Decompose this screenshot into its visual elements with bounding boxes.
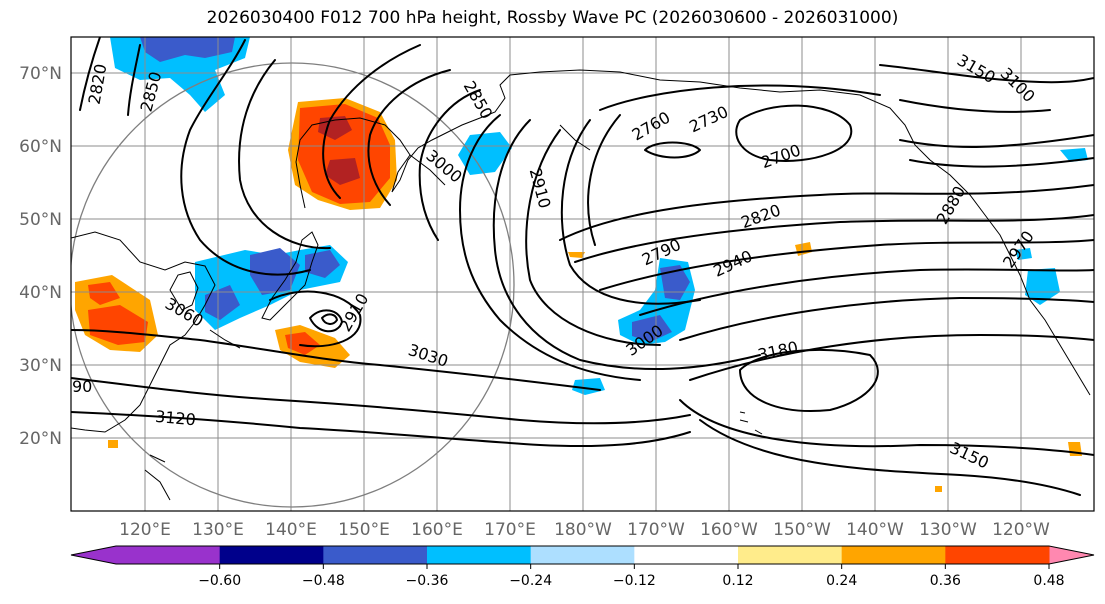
colorbar: −0.60 −0.48 −0.36 −0.24 −0.12 0.12 0.24 0.36 0.4…: [70, 545, 1095, 589]
contour-label: 90: [72, 377, 92, 396]
contour-label: 3120: [154, 407, 196, 429]
lon-label: 150°W: [773, 520, 831, 540]
graticule: [71, 37, 1094, 511]
lat-label: 40°N: [19, 283, 62, 303]
map-title: 2026030400 F012 700 hPa height, Rossby W…: [206, 8, 899, 28]
lat-label: 70°N: [19, 64, 62, 84]
lon-label: 170°W: [627, 520, 685, 540]
latitude-labels: 70°N 60°N 50°N 40°N 30°N 20°N: [19, 64, 62, 449]
lon-label: 170°E: [484, 520, 536, 540]
lon-label: 160°W: [700, 520, 758, 540]
lon-label: 130°E: [192, 520, 244, 540]
colorbar-swatch: [634, 546, 739, 564]
lon-label: 160°E: [411, 520, 463, 540]
colorbar-swatch: [841, 546, 946, 564]
colorbar-swatch: [427, 546, 532, 564]
colorbar-swatch: [530, 546, 635, 564]
longitude-labels: 120°E 130°E 140°E 150°E 160°E 170°E 180°…: [119, 520, 1050, 540]
colorbar-tick-label: −0.60: [198, 573, 241, 589]
great-circle: [71, 62, 515, 508]
map-frame: [70, 36, 1095, 512]
colorbar-swatch: [219, 546, 324, 564]
lon-label: 140°W: [846, 520, 904, 540]
colorbar-swatch: [116, 546, 221, 564]
colorbar-extend-high: [1049, 546, 1094, 564]
lon-label: 130°W: [919, 520, 977, 540]
lat-label: 20°N: [19, 429, 62, 449]
colorbar-swatch: [738, 546, 843, 564]
height-contours: [71, 37, 1094, 496]
lon-label: 140°E: [265, 520, 317, 540]
colorbar-tick-label: −0.48: [302, 573, 345, 589]
lon-label: 150°E: [338, 520, 390, 540]
lat-label: 50°N: [19, 210, 62, 230]
colorbar-extend-low: [71, 546, 116, 564]
colorbar-tick-label: −0.24: [509, 573, 552, 589]
lon-label: 120°E: [119, 520, 171, 540]
colorbar-outline: [70, 545, 1095, 565]
lon-label: 180°W: [554, 520, 612, 540]
colorbar-tick-label: 0.24: [826, 573, 857, 589]
colorbar-swatch: [323, 546, 428, 564]
colorbar-swatch: [945, 546, 1050, 564]
colorbar-tick-label: 0.48: [1033, 573, 1064, 589]
colorbar-tick-label: 0.12: [722, 573, 753, 589]
lat-label: 30°N: [19, 356, 62, 376]
lon-label: 120°W: [992, 520, 1050, 540]
colorbar-tick-label: 0.36: [930, 573, 961, 589]
colorbar-tick-label: −0.36: [406, 573, 449, 589]
colorbar-tick-label: −0.12: [613, 573, 656, 589]
lat-label: 60°N: [19, 137, 62, 157]
